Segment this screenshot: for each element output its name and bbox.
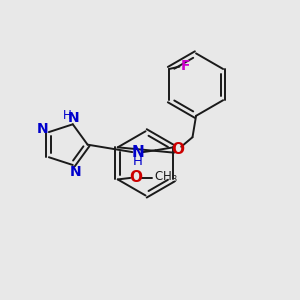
Text: H: H [62,110,71,122]
Text: N: N [68,111,79,125]
Text: N: N [131,145,144,160]
Text: CH$_3$: CH$_3$ [154,170,178,185]
Text: O: O [171,142,184,157]
Text: N: N [70,164,82,178]
Text: F: F [180,59,190,73]
Text: N: N [37,122,48,136]
Text: H: H [133,155,142,168]
Text: O: O [129,170,142,185]
